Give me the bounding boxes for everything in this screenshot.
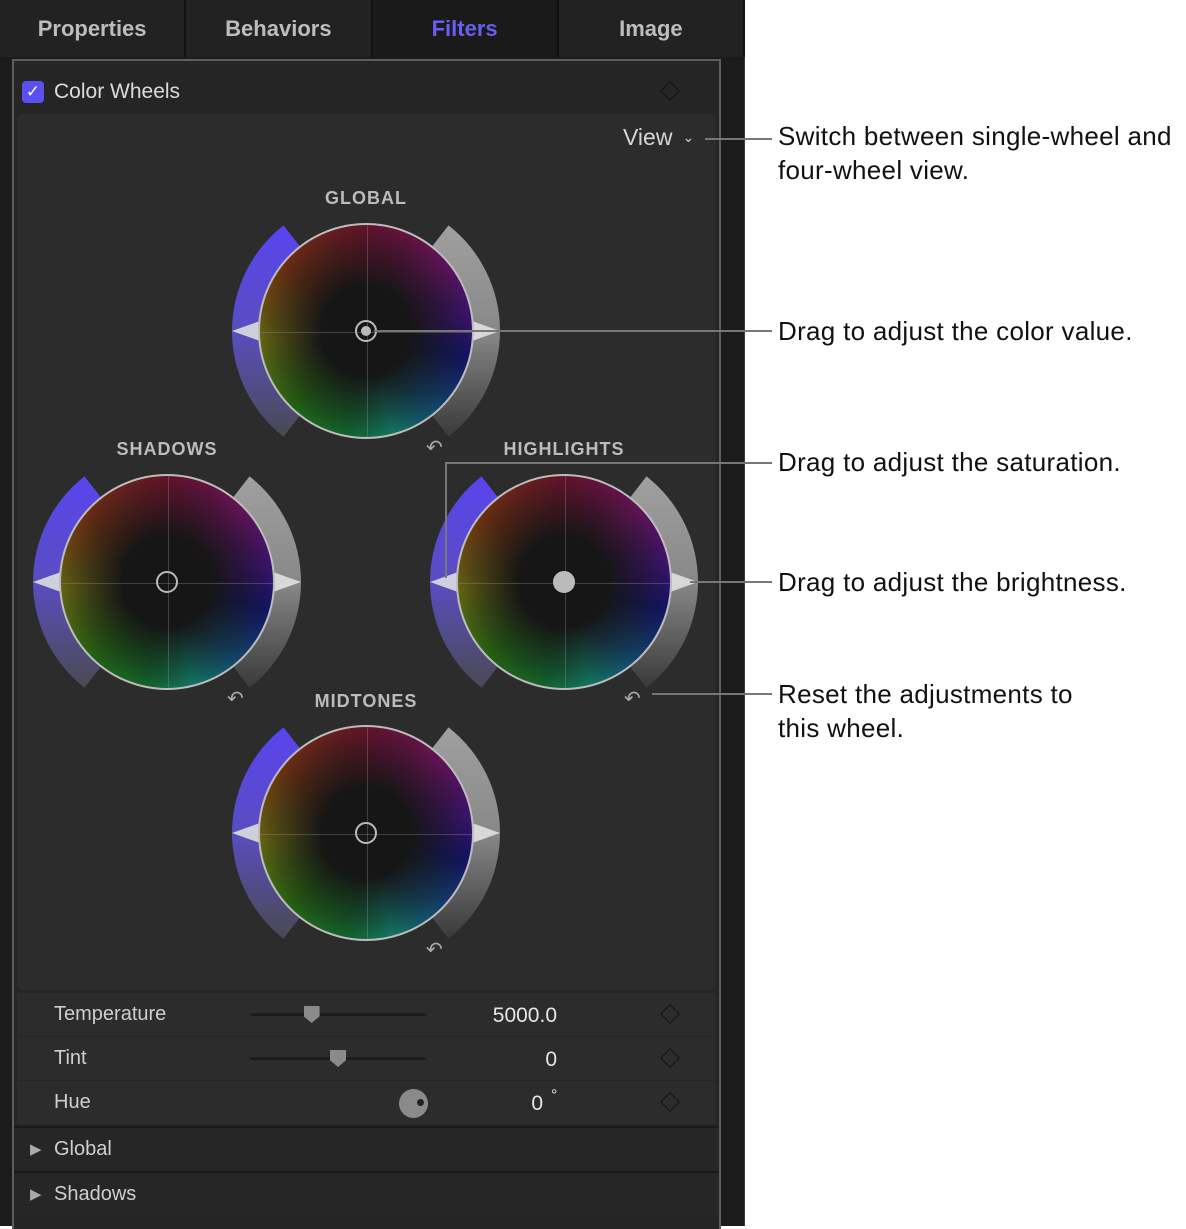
saturation-handle[interactable] (430, 572, 458, 592)
callout-line (374, 330, 772, 332)
keyframe-diamond-icon[interactable] (660, 1092, 680, 1112)
group-label: Shadows (54, 1183, 137, 1205)
tab-image[interactable]: Image (558, 0, 745, 57)
disclosure-triangle-icon[interactable]: ▶ (30, 1141, 42, 1158)
reset-icon[interactable]: ↶ (227, 688, 244, 710)
wheel-label-highlights: HIGHLIGHTS (503, 439, 625, 459)
color-puck[interactable] (156, 571, 178, 593)
degree-unit: ° (551, 1087, 558, 1104)
tab-bar: Properties Behaviors Filters Image (0, 0, 745, 57)
saturation-arc[interactable] (429, 476, 503, 688)
brightness-handle[interactable] (670, 572, 698, 592)
color-puck[interactable] (355, 822, 377, 844)
slider-thumb[interactable] (330, 1050, 346, 1067)
saturation-handle[interactable] (232, 321, 260, 341)
disclosure-triangle-icon[interactable]: ▶ (30, 1186, 42, 1203)
saturation-arc[interactable] (231, 727, 305, 939)
temperature-value[interactable]: 5000.0 (492, 1004, 557, 1027)
wheel-label-shadows: SHADOWS (116, 439, 218, 459)
hue-value[interactable]: 0 (531, 1092, 543, 1115)
group-shadows[interactable]: ▶ Shadows (14, 1171, 719, 1215)
group-global[interactable]: ▶ Global (14, 1126, 719, 1170)
filter-name: Color Wheels (54, 80, 181, 103)
callout-saturation: Drag to adjust the saturation. (778, 447, 1121, 477)
keyframe-diamond-icon[interactable] (660, 1004, 680, 1024)
saturation-arc[interactable] (231, 225, 305, 437)
chevron-down-icon: ⌄ (682, 129, 695, 145)
param-row-tint: Tint 0 (17, 1037, 716, 1080)
view-label: View (623, 124, 673, 150)
brightness-handle[interactable] (273, 572, 301, 592)
reset-icon[interactable]: ↶ (624, 688, 641, 710)
param-row-hue: Hue 0 ° (17, 1081, 716, 1124)
tint-slider[interactable] (250, 1050, 426, 1067)
reset-icon[interactable]: ↶ (426, 939, 443, 961)
inspector-panel: Properties Behaviors Filters Image ✓ Col… (0, 0, 745, 1229)
callout-line (445, 462, 772, 464)
brightness-arc[interactable] (427, 727, 501, 939)
color-puck[interactable] (553, 571, 575, 593)
callout-view: Switch between single-wheel and four-whe… (778, 121, 1172, 185)
wheel-label-global: GLOBAL (325, 188, 407, 208)
callout-color: Drag to adjust the color value. (778, 316, 1133, 346)
color-wheel-midtones[interactable]: ↶ (226, 693, 506, 973)
reset-icon[interactable]: ↶ (426, 437, 443, 459)
saturation-arc[interactable] (32, 476, 106, 688)
view-menu[interactable]: View ⌄ (623, 124, 694, 151)
callout-line (445, 462, 447, 578)
param-label: Tint (54, 1047, 87, 1069)
keyframe-diamond-icon[interactable] (660, 1048, 680, 1068)
filter-header: ✓ Color Wheels (20, 70, 716, 114)
brightness-handle[interactable] (472, 823, 500, 843)
saturation-handle[interactable] (33, 572, 61, 592)
callout-line (690, 581, 772, 583)
param-label: Temperature (54, 1003, 167, 1025)
hue-dial[interactable] (399, 1089, 428, 1118)
slider-thumb[interactable] (303, 1006, 320, 1023)
wheel-label-midtones: MIDTONES (314, 691, 418, 711)
param-label: Hue (54, 1091, 91, 1113)
temperature-slider[interactable] (250, 1006, 426, 1023)
brightness-arc[interactable] (228, 476, 302, 688)
brightness-arc[interactable] (625, 476, 698, 688)
callout-brightness: Drag to adjust the brightness. (778, 567, 1127, 597)
callout-line (652, 693, 772, 695)
tab-filters[interactable]: Filters (372, 0, 559, 57)
callout-reset: Reset the adjustments to this wheel. (778, 679, 1073, 743)
tint-value[interactable]: 0 (545, 1048, 557, 1071)
group-label: Global (54, 1138, 112, 1160)
saturation-handle[interactable] (232, 823, 260, 843)
callout-line (705, 138, 772, 140)
tab-properties[interactable]: Properties (0, 0, 187, 57)
enable-checkbox[interactable]: ✓ (22, 81, 44, 103)
tab-behaviors[interactable]: Behaviors (186, 0, 373, 57)
color-wheel-shadows[interactable]: ↶ (27, 442, 307, 722)
brightness-arc[interactable] (427, 225, 501, 437)
color-wheel-highlights[interactable]: ↶ (424, 442, 704, 722)
param-row-temperature: Temperature 5000.0 (17, 993, 716, 1036)
